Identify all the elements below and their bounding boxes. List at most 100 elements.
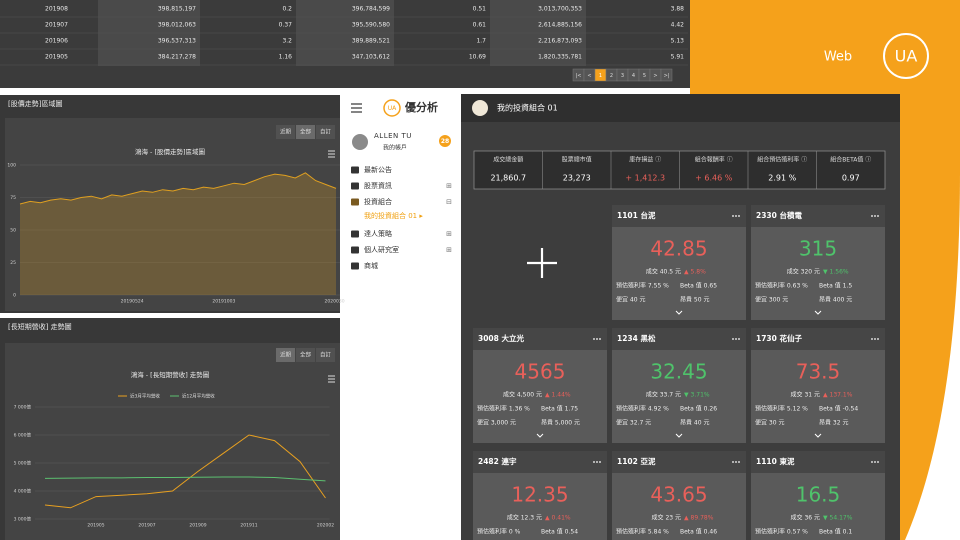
card-menu-dot <box>874 338 876 340</box>
card-cheap: 便宜 3,000 元 <box>477 419 516 427</box>
range-button[interactable] <box>316 125 335 139</box>
card-expensive: 昂貴 50 元 <box>680 296 709 304</box>
range-button[interactable] <box>296 348 315 362</box>
page-button-label: 3 <box>621 73 624 79</box>
cell: 2,216,873,093 <box>538 38 582 45</box>
menu-item[interactable]: 股票資訊 <box>364 181 392 190</box>
hamburger[interactable] <box>351 103 362 113</box>
cell: 201907 <box>45 22 68 29</box>
card-expensive: 昂貴 32 元 <box>819 419 848 427</box>
card-expand[interactable] <box>675 310 683 315</box>
card-change: ▲ 5.8% <box>684 269 706 276</box>
card-expand[interactable] <box>675 433 683 438</box>
menu-expander[interactable]: ⊞ <box>446 246 452 254</box>
price-chart-box <box>5 118 340 311</box>
cell: 389,889,521 <box>352 38 390 45</box>
card-menu-dot <box>599 461 601 463</box>
range-button[interactable] <box>316 348 335 362</box>
card-price: 32.45 <box>650 360 707 384</box>
menu-item[interactable]: 達人策略 <box>364 229 392 238</box>
area-line <box>19 172 337 205</box>
card-title: 1234 黑松 <box>617 333 656 343</box>
card-header <box>751 451 885 473</box>
portfolio-icon <box>472 100 488 116</box>
series-line <box>44 476 326 482</box>
top-table: 201908 398,815,197 0.2 396,784,599 0.51 3,013… <box>0 0 688 82</box>
card-title: 2482 連宇 <box>478 456 517 466</box>
card-expand[interactable] <box>536 433 544 438</box>
menu-expander[interactable]: ⊞ <box>446 230 452 238</box>
menu-item[interactable]: 投資組合 <box>364 197 392 206</box>
cell: 201905 <box>45 54 68 61</box>
card-title: 3008 大立光 <box>478 333 524 343</box>
user-name: ALLEN TU <box>374 132 412 140</box>
card-trade: 成交 40.5 元 <box>646 268 681 276</box>
cell: 1.16 <box>279 54 293 61</box>
brand-logo-text: UA <box>895 47 918 66</box>
sidebar-logo-text: UA <box>388 105 397 112</box>
summary-value: + 1,412.3 <box>625 174 665 183</box>
card-menu-dot <box>738 338 740 340</box>
y-tick-label: 0 <box>13 293 16 299</box>
page-button-label: >| <box>664 73 670 79</box>
chart-title: 鴻海 - [股價走勢]區域圖 <box>135 147 205 156</box>
chart-title: 鴻海 - [長短期營收] 走勢圖 <box>131 370 210 379</box>
summary-label: 組合預估殖利率 ⓘ <box>757 156 807 164</box>
cell: 384,217,278 <box>158 54 196 61</box>
card-beta: Beta 值 1.5 <box>819 282 852 290</box>
x-tick-label: 201905 <box>87 523 104 529</box>
cell: 3.2 <box>282 38 292 45</box>
page-button-label: 4 <box>632 73 635 79</box>
menu-expander[interactable]: ⊞ <box>446 182 452 190</box>
card-trade: 成交 31 元 <box>791 391 820 399</box>
page-button-label: 1 <box>599 73 602 79</box>
cell: 3.88 <box>671 6 685 13</box>
range-button[interactable] <box>276 348 295 362</box>
brand-label: Web <box>824 50 852 65</box>
page-button-label: > <box>653 73 657 79</box>
account-link[interactable]: 我的帳戶 <box>383 144 407 152</box>
x-tick-label: 201907 <box>138 523 155 529</box>
x-tick-label: 201911 <box>240 523 257 529</box>
summary-label: 組合BETA值 ⓘ <box>830 156 871 164</box>
add-button[interactable] <box>527 248 557 278</box>
menu-item[interactable]: 個人研究室 <box>364 245 399 254</box>
card-trade: 成交 33.7 元 <box>646 391 681 399</box>
main-header <box>461 94 900 122</box>
card-cheap: 便宜 30 元 <box>755 419 784 427</box>
card-expand[interactable] <box>814 433 822 438</box>
card-expensive: 昂貴 400 元 <box>819 296 852 304</box>
cell: 4.42 <box>671 22 685 29</box>
chart-menu-icon[interactable] <box>328 150 335 383</box>
card-cheap: 便宜 300 元 <box>755 296 788 304</box>
card-change: ▼ 1.56% <box>823 269 849 276</box>
cell: 0.61 <box>473 22 487 29</box>
card-menu-dot <box>738 461 740 463</box>
menu-item[interactable]: 最新公告 <box>364 165 392 174</box>
page-button[interactable] <box>660 68 673 82</box>
range-button[interactable] <box>296 125 315 139</box>
y-tick-label: 7 000億 <box>14 404 32 411</box>
card-expensive: 昂貴 5,000 元 <box>541 419 580 427</box>
x-tick-label: 202002 <box>317 523 334 529</box>
cell: 398,815,197 <box>158 6 196 13</box>
page-button-label: < <box>587 73 591 79</box>
cell: 3,013,700,353 <box>538 6 582 13</box>
card-expand[interactable] <box>814 310 822 315</box>
page-button-label: 5 <box>643 73 646 79</box>
submenu-item[interactable]: 我的投資組合 01 ▸ <box>364 211 423 220</box>
sidebar-logo <box>383 99 401 117</box>
y-tick-label: 5 000億 <box>14 460 32 467</box>
range-button[interactable] <box>276 125 295 139</box>
card-beta: Beta 值 1.75 <box>541 405 578 413</box>
menu-item[interactable]: 商城 <box>364 261 378 270</box>
brand-logo <box>883 33 929 79</box>
card-trade: 成交 12.3 元 <box>507 514 542 522</box>
menu-expander[interactable]: ⊟ <box>446 198 452 206</box>
summary-value: + 6.46 % <box>695 174 733 183</box>
cell: 0.37 <box>279 22 293 29</box>
card-menu-dot <box>871 338 873 340</box>
